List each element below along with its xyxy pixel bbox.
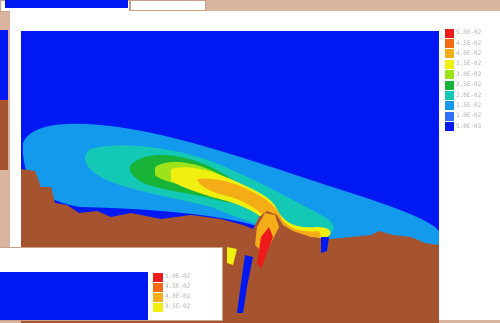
legend-swatch	[153, 272, 163, 282]
legend-entry: 4.5E-02	[443, 38, 487, 49]
legend-swatch	[445, 101, 454, 111]
legend-entry: 2.0E-02	[443, 90, 487, 101]
legend-swatch	[445, 39, 454, 49]
legend-label: 1.5E-02	[456, 101, 482, 109]
legend-swatch	[445, 70, 454, 80]
legend-label: 3.5E-02	[456, 60, 482, 68]
legend-entry: 5.0E-03	[443, 122, 487, 132]
legend-entry: 3.5E-02	[443, 59, 487, 69]
legend-swatch	[445, 28, 454, 38]
legend-entry: 3.5E-02	[152, 302, 218, 312]
river-mouth-right	[321, 237, 329, 253]
concentration-map	[21, 31, 439, 323]
legend-label: 3.0E-02	[456, 70, 482, 78]
river-channel-red	[257, 227, 273, 269]
legend-entry: 3.0E-02	[443, 70, 487, 80]
legend-swatch	[445, 59, 454, 69]
legend-swatch	[153, 282, 163, 292]
legend-swatch	[153, 302, 163, 312]
legend-label: 2.5E-02	[456, 81, 482, 89]
legend-entry: 4.0E-02	[152, 292, 218, 302]
legend-entry: 1.0E-02	[443, 111, 487, 121]
legend-label: 2.0E-02	[456, 91, 482, 99]
legend-entry: 4.0E-02	[443, 49, 487, 59]
legend-entry: 4.5E-02	[152, 282, 218, 292]
river-channel-yellow	[227, 247, 237, 265]
legend-label: 3.5E-02	[165, 303, 191, 310]
small-color-legend: 5.0E-02 4.5E-02 4.0E-02 3.5E-02	[152, 272, 218, 312]
legend-label: 5.0E-03	[456, 122, 482, 130]
legend-label: 4.5E-02	[456, 39, 482, 47]
legend-label: 5.0E-02	[456, 29, 482, 37]
top-left-window-map	[5, 0, 128, 8]
legend-entry: 5.0E-02	[443, 28, 487, 38]
legend-label: 4.5E-02	[165, 283, 191, 290]
legend-swatch	[445, 111, 454, 121]
river-channel-blue	[237, 255, 253, 313]
legend-entry: 5.0E-02	[152, 272, 218, 282]
main-color-legend: 5.0E-02 4.5E-02 4.0E-02 3.5E-02 3.0E-02 …	[443, 28, 487, 132]
legend-label: 1.0E-02	[456, 112, 482, 120]
legend-swatch	[153, 292, 163, 302]
legend-swatch	[445, 122, 454, 132]
legend-swatch	[445, 91, 454, 101]
left-window-land-fragment	[0, 100, 8, 170]
legend-label: 4.0E-02	[456, 49, 482, 57]
legend-entry: 1.5E-02	[443, 101, 487, 111]
top-center-window	[130, 0, 206, 11]
bottom-left-window-map	[0, 272, 148, 320]
legend-swatch	[445, 80, 454, 90]
legend-label: 4.0E-02	[165, 293, 191, 300]
legend-entry: 2.5E-02	[443, 80, 487, 90]
legend-swatch	[445, 49, 454, 59]
plume-contour-6	[197, 178, 321, 239]
legend-label: 5.0E-02	[165, 273, 191, 280]
